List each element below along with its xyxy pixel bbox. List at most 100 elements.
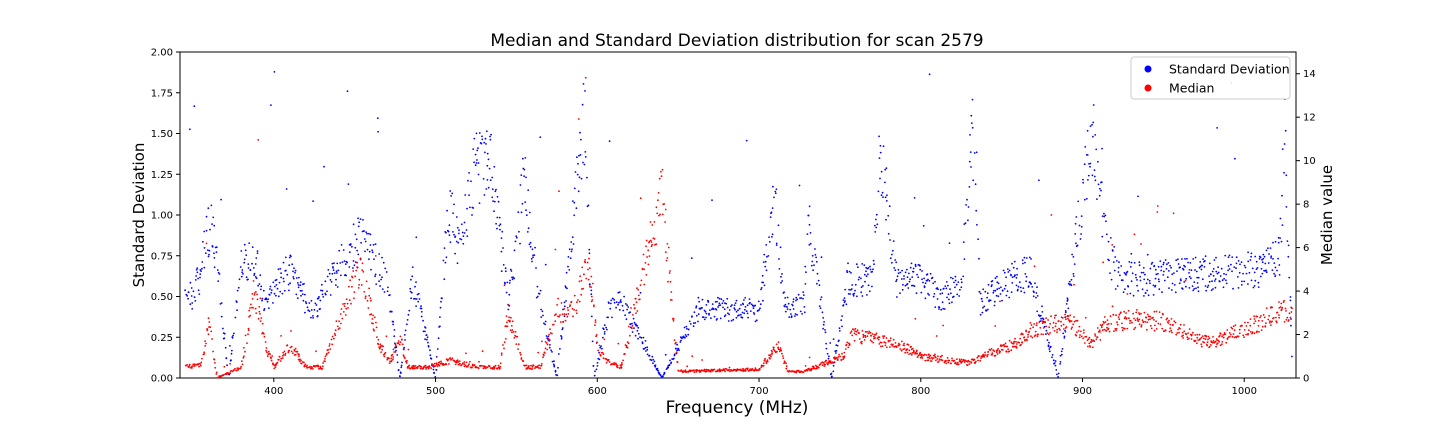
data-point — [570, 250, 573, 253]
data-point — [443, 247, 446, 250]
data-point — [757, 300, 760, 303]
data-point — [271, 355, 274, 357]
data-point — [513, 337, 516, 339]
data-point — [1166, 317, 1169, 320]
data-point — [891, 253, 893, 256]
data-point — [749, 310, 752, 312]
data-point — [517, 211, 520, 214]
data-point — [914, 265, 917, 268]
data-point — [354, 233, 357, 236]
data-point — [970, 362, 973, 364]
data-point — [280, 357, 283, 360]
data-point — [1232, 287, 1234, 290]
data-point — [422, 319, 424, 322]
data-point — [324, 293, 327, 296]
data-point — [634, 307, 636, 309]
data-point — [519, 242, 521, 245]
data-point — [1208, 262, 1211, 265]
data-point — [1001, 290, 1004, 292]
data-point — [735, 299, 738, 302]
data-point — [895, 278, 898, 281]
data-point — [927, 278, 929, 281]
median-points — [184, 76, 1293, 379]
data-point — [799, 310, 802, 313]
data-point — [956, 363, 959, 366]
data-point — [970, 114, 973, 117]
data-point — [488, 365, 491, 368]
data-point — [405, 362, 408, 364]
data-point — [889, 257, 892, 260]
data-point — [935, 335, 938, 337]
data-point — [383, 291, 386, 293]
data-point — [332, 266, 334, 268]
data-point — [215, 371, 218, 374]
data-point — [1025, 330, 1027, 333]
data-point — [1140, 243, 1142, 245]
data-point — [372, 322, 374, 325]
data-point — [813, 367, 816, 370]
data-point — [992, 291, 995, 294]
y-right-tick-label: 6 — [1303, 243, 1309, 254]
data-point — [1094, 179, 1097, 182]
data-point — [234, 367, 236, 370]
data-point — [594, 370, 596, 373]
data-point — [1259, 275, 1262, 278]
data-point — [1221, 340, 1224, 343]
data-point — [399, 335, 402, 338]
data-point — [863, 339, 866, 341]
data-point — [850, 272, 852, 274]
data-point — [1072, 323, 1075, 326]
data-point — [858, 276, 861, 279]
data-point — [482, 178, 485, 180]
data-point — [929, 354, 932, 357]
data-point — [840, 359, 843, 361]
data-point — [557, 297, 559, 300]
data-point — [1125, 317, 1128, 319]
data-point — [732, 318, 735, 321]
data-point — [473, 137, 476, 140]
data-point — [346, 261, 349, 264]
data-point — [206, 329, 209, 332]
data-point — [1146, 278, 1149, 281]
data-point — [695, 306, 697, 309]
data-point — [484, 365, 487, 368]
data-point — [1112, 250, 1114, 252]
data-point — [1216, 127, 1218, 129]
data-point — [419, 367, 422, 370]
data-point — [864, 273, 866, 276]
data-point — [1162, 261, 1165, 264]
data-point — [1067, 307, 1070, 310]
data-point — [578, 300, 581, 303]
data-point — [590, 289, 593, 292]
data-point — [701, 306, 703, 309]
data-point — [689, 323, 692, 325]
data-point — [927, 359, 930, 362]
data-point — [782, 355, 784, 357]
data-point — [1045, 333, 1047, 336]
data-point — [884, 168, 887, 171]
data-point — [282, 354, 285, 356]
data-point — [950, 276, 952, 279]
data-point — [448, 363, 450, 365]
data-point — [945, 287, 948, 290]
data-point — [693, 311, 696, 314]
data-point — [860, 277, 862, 280]
data-point — [1068, 319, 1070, 322]
data-point — [1033, 265, 1036, 268]
data-point — [205, 229, 208, 232]
data-point — [252, 267, 255, 269]
data-point — [1188, 275, 1191, 278]
data-point — [244, 249, 247, 252]
data-point — [774, 192, 777, 195]
data-point — [889, 239, 891, 241]
data-point — [830, 375, 833, 378]
data-point — [960, 278, 963, 281]
data-point — [1045, 317, 1048, 319]
data-point — [1212, 274, 1215, 277]
data-point — [1182, 334, 1184, 337]
data-point — [676, 349, 679, 352]
data-point — [1274, 274, 1277, 277]
data-point — [626, 308, 628, 311]
data-point — [866, 335, 869, 337]
data-point — [1060, 320, 1062, 323]
